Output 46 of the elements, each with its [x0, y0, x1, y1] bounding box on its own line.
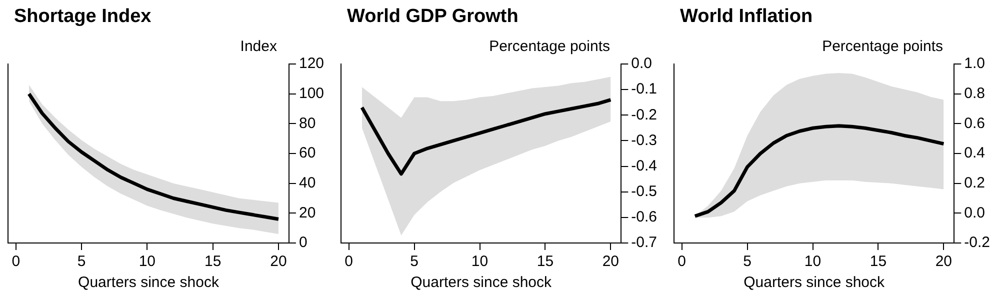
- x-tick-label: 15: [870, 253, 887, 270]
- x-tick-label: 0: [12, 253, 20, 270]
- x-tick-label: 10: [138, 253, 156, 270]
- y-tick-label: 80: [298, 114, 316, 132]
- x-tick-label: 5: [77, 253, 86, 270]
- x-axis-title: Quarters since shock: [410, 274, 552, 292]
- y-tick-label: 120: [298, 55, 324, 72]
- chart-title: World Inflation: [680, 6, 813, 28]
- x-tick-label: 10: [471, 253, 488, 270]
- y-tick-label: 0.6: [964, 114, 986, 132]
- y-axis-title: Index: [240, 38, 277, 55]
- y-tick-label: -0.3: [631, 132, 658, 149]
- chart-title: Shortage Index: [14, 6, 152, 28]
- y-tick-label: 1.0: [964, 55, 986, 72]
- y-tick-label: -0.5: [631, 183, 658, 200]
- y-tick-label: -0.2: [631, 106, 658, 124]
- y-tick-label: 0.2: [964, 174, 986, 192]
- y-tick-label: 0.0: [964, 204, 986, 222]
- x-tick-label: 5: [410, 253, 418, 270]
- y-tick-label: -0.4: [631, 157, 658, 174]
- x-tick-label: 20: [602, 253, 620, 270]
- y-tick-label: 0.4: [964, 144, 986, 162]
- x-axis-title: Quarters since shock: [744, 274, 886, 292]
- x-tick-label: 0: [344, 253, 354, 270]
- x-tick-label: 15: [204, 253, 222, 270]
- y-tick-label: 0.8: [964, 84, 986, 102]
- y-axis-title: Percentage points: [822, 38, 943, 55]
- y-tick-label: -0.7: [631, 234, 658, 252]
- x-tick-label: 0: [678, 253, 686, 270]
- x-tick-label: 5: [743, 253, 752, 270]
- y-axis-title: Percentage points: [489, 38, 610, 55]
- y-tick-label: 0: [298, 234, 308, 252]
- y-tick-label: 60: [298, 144, 316, 162]
- y-tick-label: -0.6: [631, 208, 658, 226]
- x-tick-label: 20: [270, 253, 287, 270]
- chart-title: World GDP Growth: [347, 6, 518, 28]
- y-tick-label: 0.0: [631, 55, 652, 72]
- x-tick-label: 20: [935, 253, 952, 270]
- x-tick-label: 10: [804, 253, 822, 270]
- x-axis-title: Quarters since shock: [78, 274, 220, 292]
- x-tick-label: 15: [536, 253, 554, 270]
- y-tick-label: -0.2: [964, 234, 990, 252]
- y-tick-label: 20: [298, 204, 316, 222]
- y-tick-label: -0.1: [631, 80, 658, 98]
- y-tick-label: 40: [298, 174, 316, 192]
- y-tick-label: 100: [298, 84, 324, 102]
